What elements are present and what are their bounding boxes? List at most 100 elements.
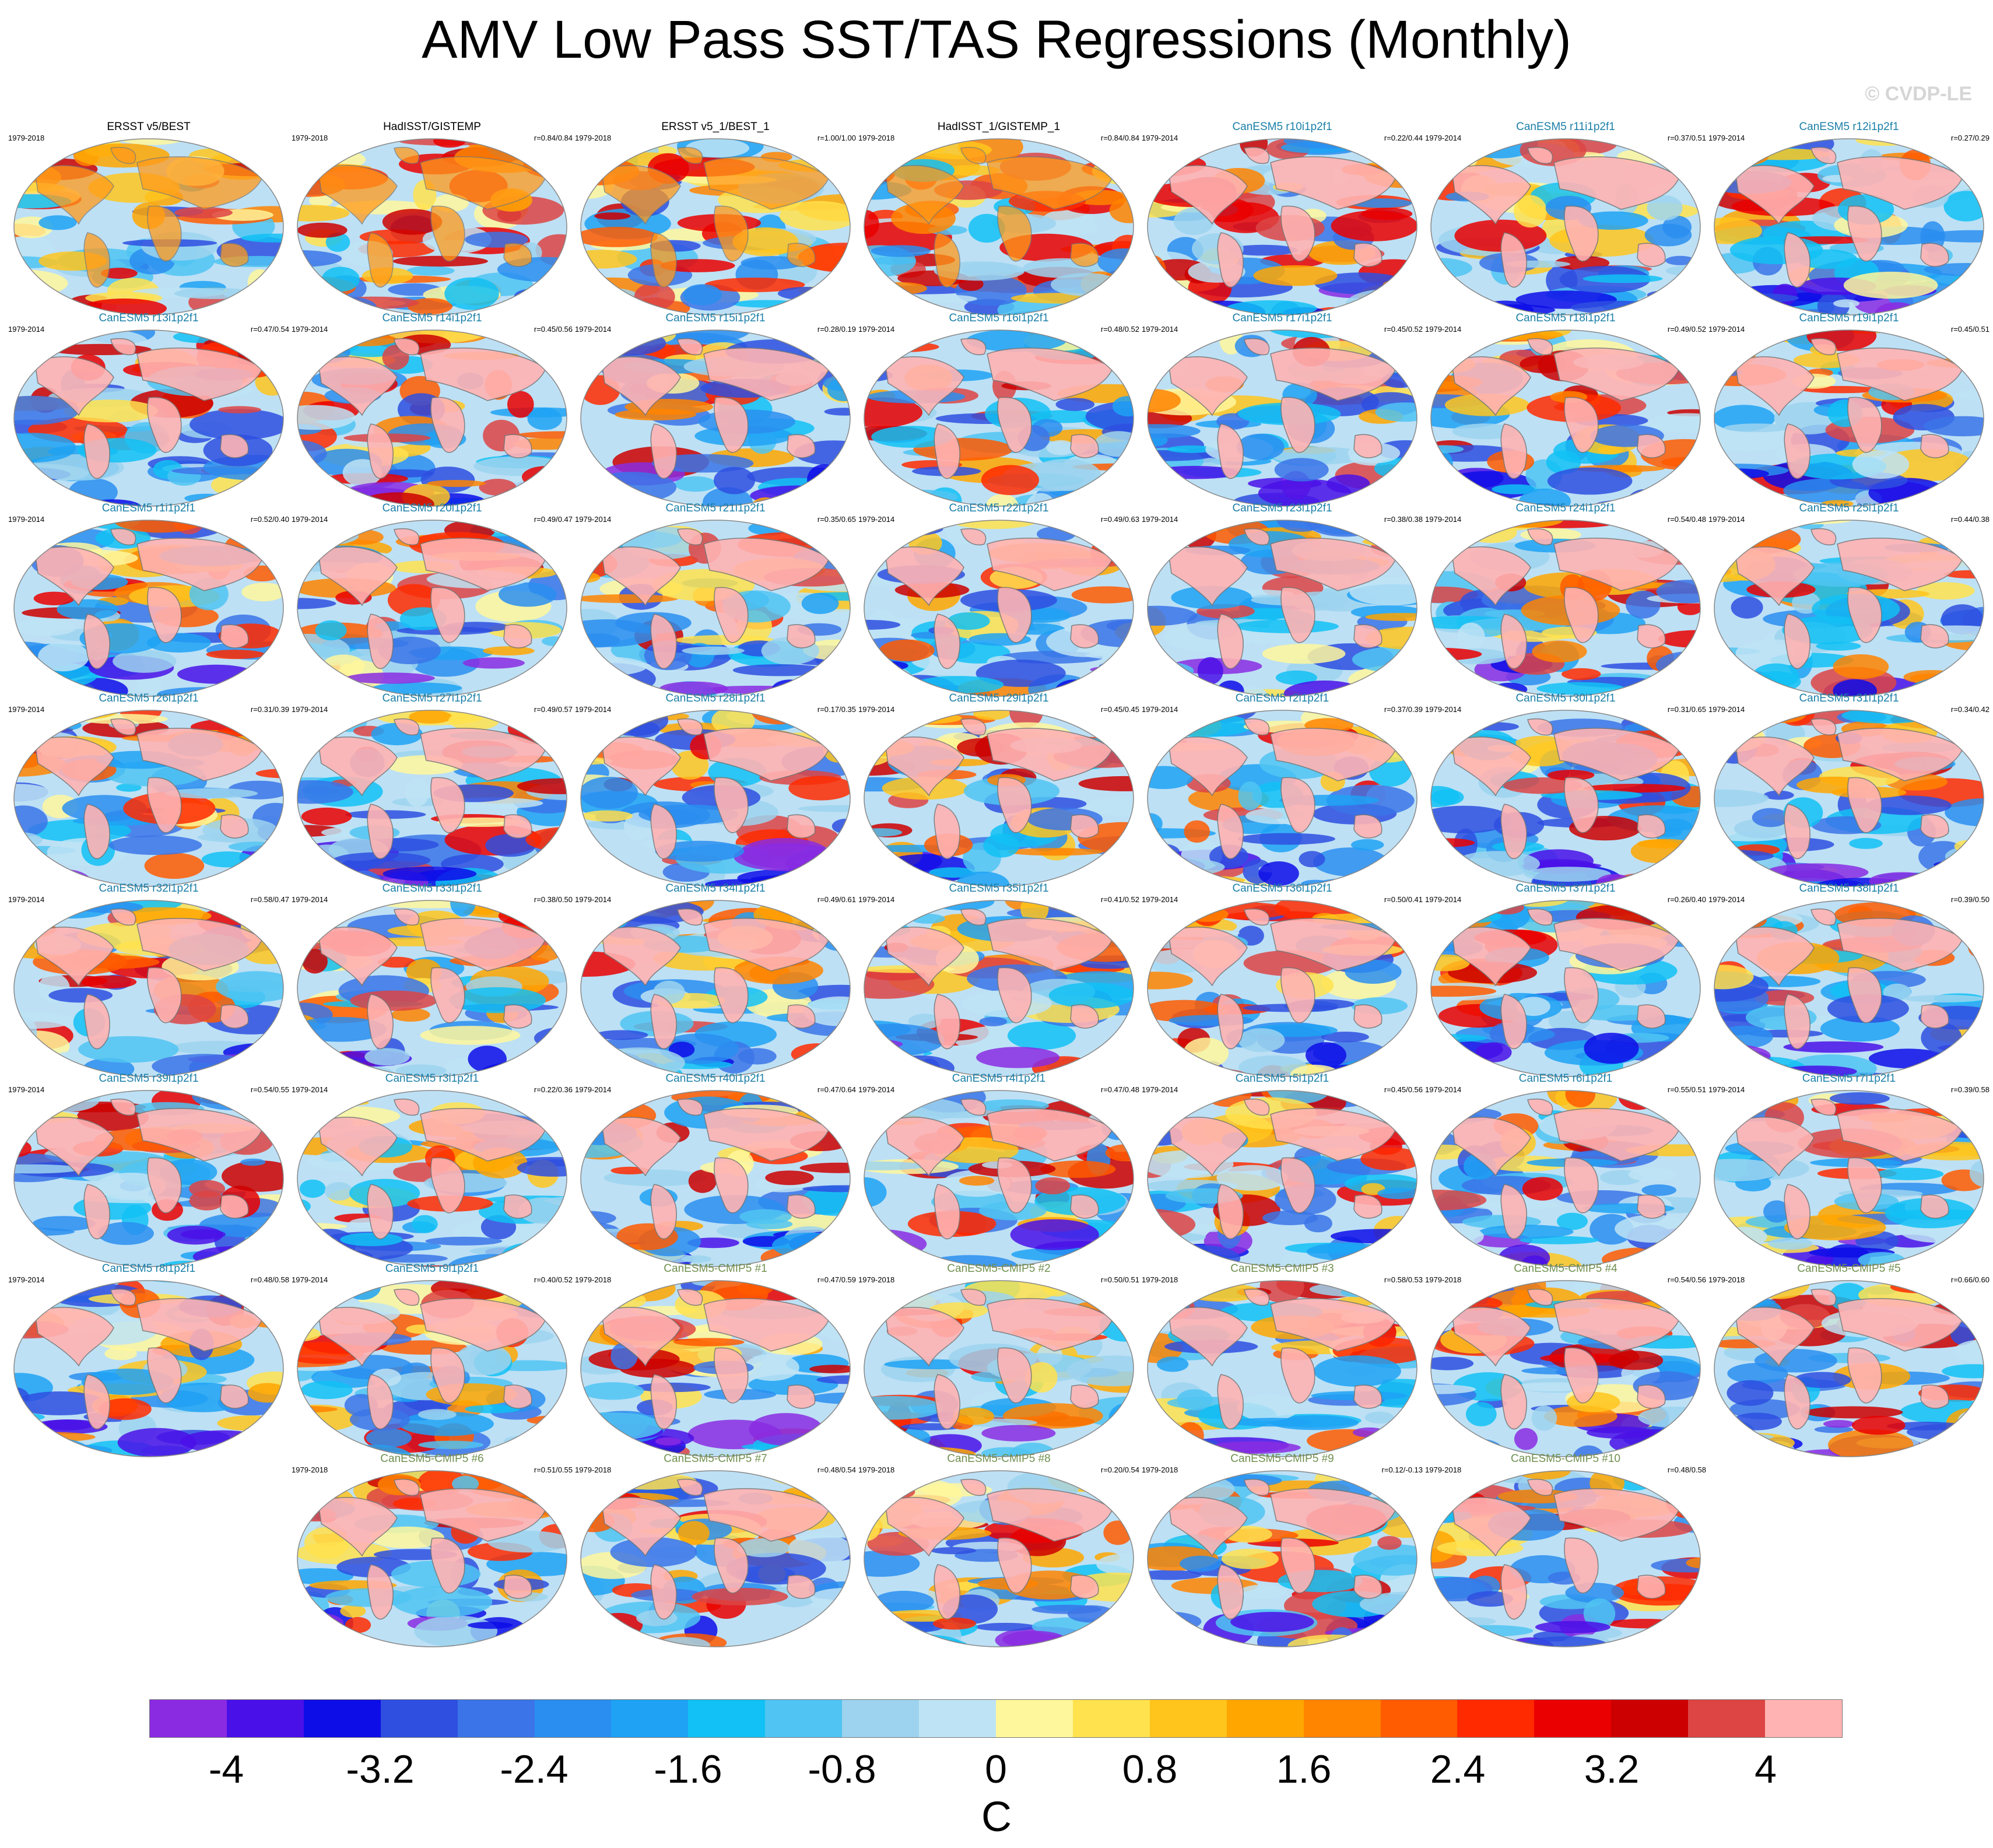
panel-years: 1979-2014	[292, 705, 328, 714]
panel-years: 1979-2014	[1708, 895, 1745, 904]
land-mass	[1810, 528, 1837, 546]
anomaly-patch	[959, 1176, 995, 1186]
map-panel: CanESM5 r15i1p2f1 1979-2014 r=0.28/0.19	[574, 312, 857, 514]
anomaly-patch	[1656, 580, 1700, 604]
regression-map	[580, 1090, 851, 1267]
panel-correlation: r=0.38/0.50	[534, 895, 573, 904]
anomaly-patch	[1608, 1351, 1664, 1370]
anomaly-patch	[1962, 468, 1984, 490]
map-outline	[580, 1280, 851, 1457]
anomaly-patch	[1326, 474, 1370, 493]
panel-years: 1979-2014	[858, 515, 895, 524]
panel-correlation: r=0.58/0.47	[250, 895, 289, 904]
anomaly-patch	[1371, 910, 1417, 918]
anomaly-patch	[1007, 1442, 1058, 1457]
land-mass	[650, 804, 677, 860]
anomaly-patch	[297, 330, 328, 346]
colorbar-box	[1072, 1700, 1150, 1737]
land-mass	[1564, 1347, 1599, 1404]
anomaly-patch	[1148, 1471, 1185, 1491]
anomaly-patch	[683, 284, 722, 306]
anomaly-patch	[799, 1162, 850, 1173]
panel-years: 1979-2018	[8, 134, 45, 142]
panel-title: CanESM5-CMIP5 #10	[1511, 1453, 1620, 1465]
colorbar-box	[842, 1700, 920, 1737]
anomaly-patch	[1431, 586, 1479, 603]
land-mass	[1553, 918, 1680, 972]
land-mass	[714, 587, 749, 643]
anomaly-patch	[1866, 795, 1952, 815]
map-outline	[864, 1280, 1134, 1457]
anomaly-patch	[1714, 1446, 1777, 1457]
map-outline	[864, 1090, 1134, 1267]
anomaly-patch	[908, 1014, 942, 1029]
anomaly-patch	[29, 1090, 97, 1098]
anomaly-patch	[1957, 900, 1984, 914]
land-mass	[703, 1108, 830, 1162]
anomaly-patch	[1071, 586, 1134, 604]
anomaly-patch	[14, 395, 80, 425]
land-mass	[650, 1184, 677, 1240]
anomaly-patch	[581, 714, 644, 724]
land-mass	[1270, 1108, 1396, 1162]
colorbar-tick-label: -2.4	[500, 1747, 569, 1791]
land-mass	[1837, 918, 1963, 972]
panel-correlation: r=0.45/0.45	[1100, 705, 1139, 714]
panel-years: 1979-2014	[1708, 515, 1745, 524]
map-panel: CanESM5 r27i1p2f1 1979-2014 r=0.49/0.57	[290, 693, 574, 895]
anomaly-patch	[795, 900, 850, 918]
land-mass	[703, 918, 830, 972]
land-mass	[1217, 994, 1244, 1050]
anomaly-patch	[1951, 520, 1979, 535]
land-mass	[503, 1384, 532, 1409]
anomaly-patch	[1216, 1165, 1288, 1191]
anomaly-patch	[444, 277, 499, 310]
map-outline	[13, 900, 284, 1077]
land-mass	[367, 613, 394, 669]
anomaly-patch	[350, 990, 437, 1011]
map-panel: ERSST v5_1/BEST_1 1979-2018 r=1.00/1.00	[574, 121, 857, 323]
anomaly-patch	[1645, 296, 1700, 311]
anomaly-patch	[1714, 738, 1727, 766]
anomaly-patch	[1626, 590, 1661, 619]
panel-correlation: r=0.31/0.65	[1667, 705, 1706, 714]
anomaly-patch	[1662, 215, 1692, 239]
land-mass	[1280, 967, 1315, 1023]
panel-years: 1979-2014	[1425, 1085, 1462, 1094]
land-mass	[220, 814, 249, 839]
anomaly-patch	[322, 654, 365, 678]
land-mass	[136, 918, 263, 972]
panel-correlation: r=0.84/0.84	[534, 134, 573, 142]
land-mass	[430, 205, 465, 262]
anomaly-patch	[797, 342, 850, 354]
anomaly-patch	[297, 780, 353, 804]
anomaly-patch	[1431, 276, 1449, 300]
anomaly-patch	[297, 285, 327, 299]
map-panel: CanESM5 r6i1p2f1 1979-2014 r=0.55/0.51	[1424, 1073, 1707, 1275]
anomaly-patch	[1804, 1406, 1903, 1419]
anomaly-patch	[1403, 1426, 1417, 1438]
panel-correlation: r=0.84/0.84	[1100, 134, 1139, 142]
panel-title: CanESM5-CMIP5 #2	[947, 1263, 1051, 1275]
panel-years: 1979-2014	[292, 1085, 328, 1094]
anomaly-patch	[33, 591, 75, 605]
regression-map	[1714, 900, 1984, 1077]
land-mass	[420, 728, 546, 781]
anomaly-patch	[1031, 1604, 1101, 1614]
colorbar-box	[1303, 1700, 1381, 1737]
panel-title: CanESM5 r15i1p2f1	[665, 312, 766, 324]
anomaly-patch	[1876, 1167, 1944, 1180]
anomaly-patch	[241, 583, 283, 602]
anomaly-patch	[244, 520, 283, 543]
panel-correlation: r=0.37/0.39	[1384, 705, 1423, 714]
anomaly-patch	[702, 487, 753, 506]
anomaly-patch	[864, 1161, 926, 1170]
land-mass	[34, 546, 114, 606]
land-mass	[1564, 967, 1599, 1023]
land-mass	[1451, 546, 1531, 606]
map-panel: CanESM5 r3i1p2f1 1979-2014 r=0.22/0.36	[290, 1073, 574, 1275]
panel-correlation: r=0.28/0.19	[817, 325, 856, 334]
anomaly-patch	[1378, 520, 1417, 532]
anomaly-patch	[1440, 1226, 1484, 1246]
anomaly-patch	[732, 227, 799, 257]
